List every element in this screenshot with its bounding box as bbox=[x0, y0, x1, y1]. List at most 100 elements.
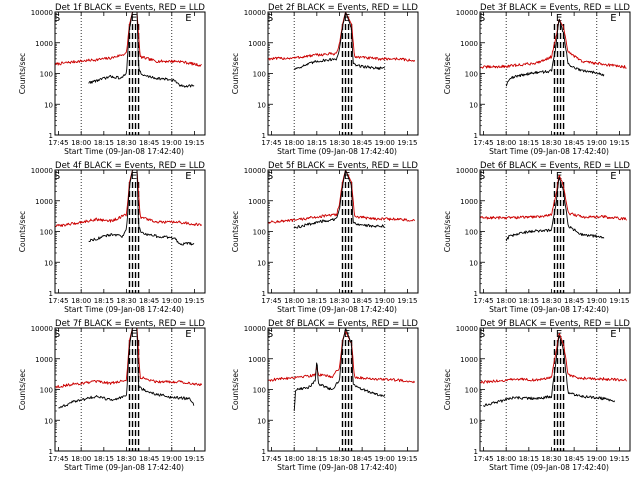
end-marker: E bbox=[610, 13, 616, 24]
x-tick-label: 19:15 bbox=[609, 297, 629, 305]
x-tick-label: 18:30 bbox=[329, 455, 349, 463]
panel-title: Det 1f BLACK = Events, RED = LLD bbox=[55, 3, 205, 13]
panel-title: Det 6f BLACK = Events, RED = LLD bbox=[480, 161, 630, 171]
panel-det-6f: Det 6f BLACK = Events, RED = LLD 17:45 18:… bbox=[443, 161, 631, 314]
end-marker: E bbox=[131, 171, 137, 182]
y-tick-label: 100 bbox=[465, 71, 478, 79]
y-tick-label: 10000 bbox=[244, 9, 266, 17]
y-tick-label: 1 bbox=[262, 290, 266, 298]
series-line-lld bbox=[268, 331, 415, 384]
end-marker: E bbox=[131, 13, 137, 24]
end-marker: E bbox=[610, 171, 616, 182]
y-tick-label: 10 bbox=[257, 417, 266, 425]
x-tick-label: 18:45 bbox=[352, 297, 372, 305]
start-marker: S bbox=[479, 329, 485, 340]
y-tick-label: 10000 bbox=[456, 9, 478, 17]
y-tick-label: 100 bbox=[253, 71, 266, 79]
y-tick-label: 10000 bbox=[31, 9, 53, 17]
x-tick-label: 18:45 bbox=[352, 455, 372, 463]
y-tick-label: 10000 bbox=[31, 325, 53, 333]
x-tick-label: 19:15 bbox=[397, 297, 417, 305]
start-marker: S bbox=[479, 171, 485, 182]
y-tick-label: 1 bbox=[49, 290, 53, 298]
end-marker: E bbox=[556, 13, 562, 24]
x-tick-label: 19:15 bbox=[184, 297, 204, 305]
start-marker: S bbox=[54, 13, 60, 24]
y-tick-label: 10000 bbox=[244, 325, 266, 333]
x-tick-label: 18:00 bbox=[71, 139, 91, 147]
x-tick-label: 18:30 bbox=[116, 297, 136, 305]
start-marker: S bbox=[267, 171, 273, 182]
end-marker: E bbox=[185, 171, 191, 182]
x-tick-label: 18:15 bbox=[307, 139, 327, 147]
x-tick-label: 18:45 bbox=[352, 139, 372, 147]
x-tick-label: 19:00 bbox=[375, 139, 395, 147]
x-axis-label: Start Time (09-Jan-08 17:42:40) bbox=[64, 463, 184, 472]
x-tick-label: 17:45 bbox=[261, 297, 281, 305]
y-tick-label: 10 bbox=[44, 259, 53, 267]
series-line-events bbox=[293, 170, 385, 229]
x-tick-label: 18:30 bbox=[541, 455, 561, 463]
x-tick-label: 18:45 bbox=[139, 455, 159, 463]
end-marker: E bbox=[131, 329, 137, 340]
y-tick-label: 1000 bbox=[248, 356, 266, 364]
x-tick-label: 18:30 bbox=[116, 455, 136, 463]
x-tick-label: 18:00 bbox=[284, 139, 304, 147]
x-tick-label: 18:00 bbox=[284, 455, 304, 463]
start-marker: S bbox=[267, 329, 273, 340]
y-tick-label: 1000 bbox=[248, 198, 266, 206]
y-tick-label: 10000 bbox=[456, 325, 478, 333]
panel-title: Det 7f BLACK = Events, RED = LLD bbox=[55, 319, 205, 329]
x-tick-label: 18:00 bbox=[71, 297, 91, 305]
y-tick-label: 10 bbox=[469, 259, 478, 267]
x-tick-label: 18:45 bbox=[139, 139, 159, 147]
x-tick-label: 19:15 bbox=[397, 139, 417, 147]
x-tick-label: 18:15 bbox=[519, 139, 539, 147]
x-tick-label: 18:45 bbox=[139, 297, 159, 305]
x-tick-label: 18:45 bbox=[564, 297, 584, 305]
x-tick-label: 19:00 bbox=[587, 455, 607, 463]
x-tick-label: 19:00 bbox=[587, 139, 607, 147]
x-tick-label: 19:15 bbox=[609, 139, 629, 147]
end-marker: E bbox=[185, 13, 191, 24]
start-marker: S bbox=[54, 171, 60, 182]
x-axis-label: Start Time (09-Jan-08 17:42:40) bbox=[64, 147, 184, 156]
y-axis-label: Counts/sec bbox=[231, 369, 240, 410]
x-axis-label: Start Time (09-Jan-08 17:42:40) bbox=[64, 305, 184, 314]
x-tick-label: 17:45 bbox=[261, 139, 281, 147]
x-tick-label: 19:00 bbox=[162, 139, 182, 147]
end-marker: E bbox=[344, 13, 350, 24]
y-tick-label: 1000 bbox=[35, 40, 53, 48]
series-line-events bbox=[88, 169, 195, 246]
y-tick-label: 1 bbox=[49, 448, 53, 456]
x-tick-label: 18:15 bbox=[307, 297, 327, 305]
x-tick-label: 19:00 bbox=[375, 455, 395, 463]
x-tick-label: 17:45 bbox=[48, 297, 68, 305]
y-tick-label: 100 bbox=[465, 229, 478, 237]
y-tick-label: 1000 bbox=[248, 40, 266, 48]
panel-title: Det 3f BLACK = Events, RED = LLD bbox=[480, 3, 630, 13]
y-tick-label: 100 bbox=[40, 71, 53, 79]
series-line-events bbox=[505, 18, 605, 87]
y-tick-label: 100 bbox=[253, 229, 266, 237]
y-tick-label: 1 bbox=[474, 290, 478, 298]
y-tick-label: 10 bbox=[257, 259, 266, 267]
x-tick-label: 19:00 bbox=[375, 297, 395, 305]
end-marker: E bbox=[344, 171, 350, 182]
x-tick-label: 18:30 bbox=[541, 297, 561, 305]
series-line-lld bbox=[480, 333, 627, 384]
x-tick-label: 18:15 bbox=[519, 297, 539, 305]
x-tick-label: 18:45 bbox=[564, 455, 584, 463]
x-tick-label: 17:45 bbox=[473, 297, 493, 305]
x-tick-label: 17:45 bbox=[473, 455, 493, 463]
y-tick-label: 1 bbox=[49, 132, 53, 140]
x-tick-label: 18:30 bbox=[541, 139, 561, 147]
y-axis-label: Counts/sec bbox=[231, 211, 240, 252]
panel-title: Det 4f BLACK = Events, RED = LLD bbox=[55, 161, 205, 171]
